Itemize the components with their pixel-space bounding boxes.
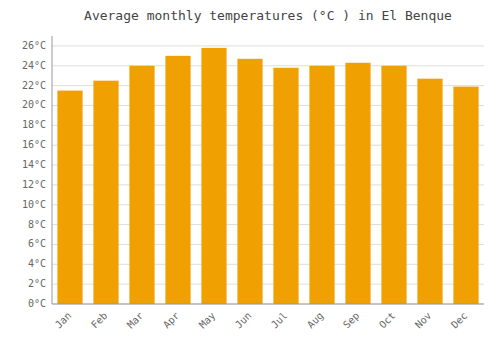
bar (201, 48, 226, 304)
y-tick-label: 26°C (22, 40, 46, 51)
x-tick-label: Apr (161, 310, 182, 331)
y-tick-label: 18°C (22, 119, 46, 130)
bar (129, 66, 154, 304)
x-tick-label: Jan (53, 310, 74, 331)
x-tick-label: May (197, 310, 218, 331)
bar (309, 66, 334, 304)
x-tick-label: Jun (233, 310, 254, 331)
bar (237, 59, 262, 304)
x-tick-label: Sep (341, 310, 362, 331)
y-tick-label: 20°C (22, 99, 46, 110)
chart-container: Average monthly temperatures (°C ) in El… (0, 0, 500, 350)
y-axis: 0°C 2°C 4°C 6°C 8°C 10°C 12°C 14°C 16°C 18°C 20°C 2… (22, 36, 52, 309)
y-tick-label: 6°C (28, 238, 46, 249)
chart: Average monthly temperatures (°C ) in El… (0, 0, 500, 350)
y-tick-label: 14°C (22, 159, 46, 170)
title: Average monthly temperatures (°C ) in El… (84, 8, 452, 23)
bar (93, 81, 118, 304)
bar (417, 79, 442, 304)
bar (57, 91, 82, 304)
y-tick-label: 2°C (28, 278, 46, 289)
page: {"chart_data": {"type": "bar", "title": … (0, 0, 500, 350)
x-tick-label: Jul (269, 310, 290, 331)
y-tick-label: 12°C (22, 179, 46, 190)
grid (52, 46, 484, 304)
grid-line (52, 45, 484, 46)
x-tick-label: Oct (377, 310, 398, 331)
bar (453, 87, 478, 304)
y-tick-label: 16°C (22, 139, 46, 150)
y-tick-label: 8°C (28, 219, 46, 230)
bar (345, 63, 370, 304)
y-tick-label: 24°C (22, 60, 46, 71)
bars (57, 48, 478, 304)
x-tick-label: Feb (89, 310, 110, 331)
x-tick-label: Mar (125, 310, 146, 331)
x-axis: Jan Feb Mar Apr May Jun Jul Aug Sep Oct Nov Dec (52, 304, 484, 330)
x-tick-label: Aug (305, 310, 326, 331)
x-tick-label: Dec (449, 310, 470, 331)
grid-line (52, 65, 484, 66)
y-tick-label: 22°C (22, 80, 46, 91)
x-axis-line (52, 304, 484, 305)
bar (165, 56, 190, 304)
y-axis-line (52, 36, 53, 304)
y-tick-label: 0°C (28, 298, 46, 309)
x-tick-label: Nov (413, 310, 434, 331)
y-tick-label: 4°C (28, 258, 46, 269)
y-tick-label: 10°C (22, 199, 46, 210)
bar (273, 68, 298, 304)
grid-line (52, 304, 484, 305)
bar (381, 66, 406, 304)
